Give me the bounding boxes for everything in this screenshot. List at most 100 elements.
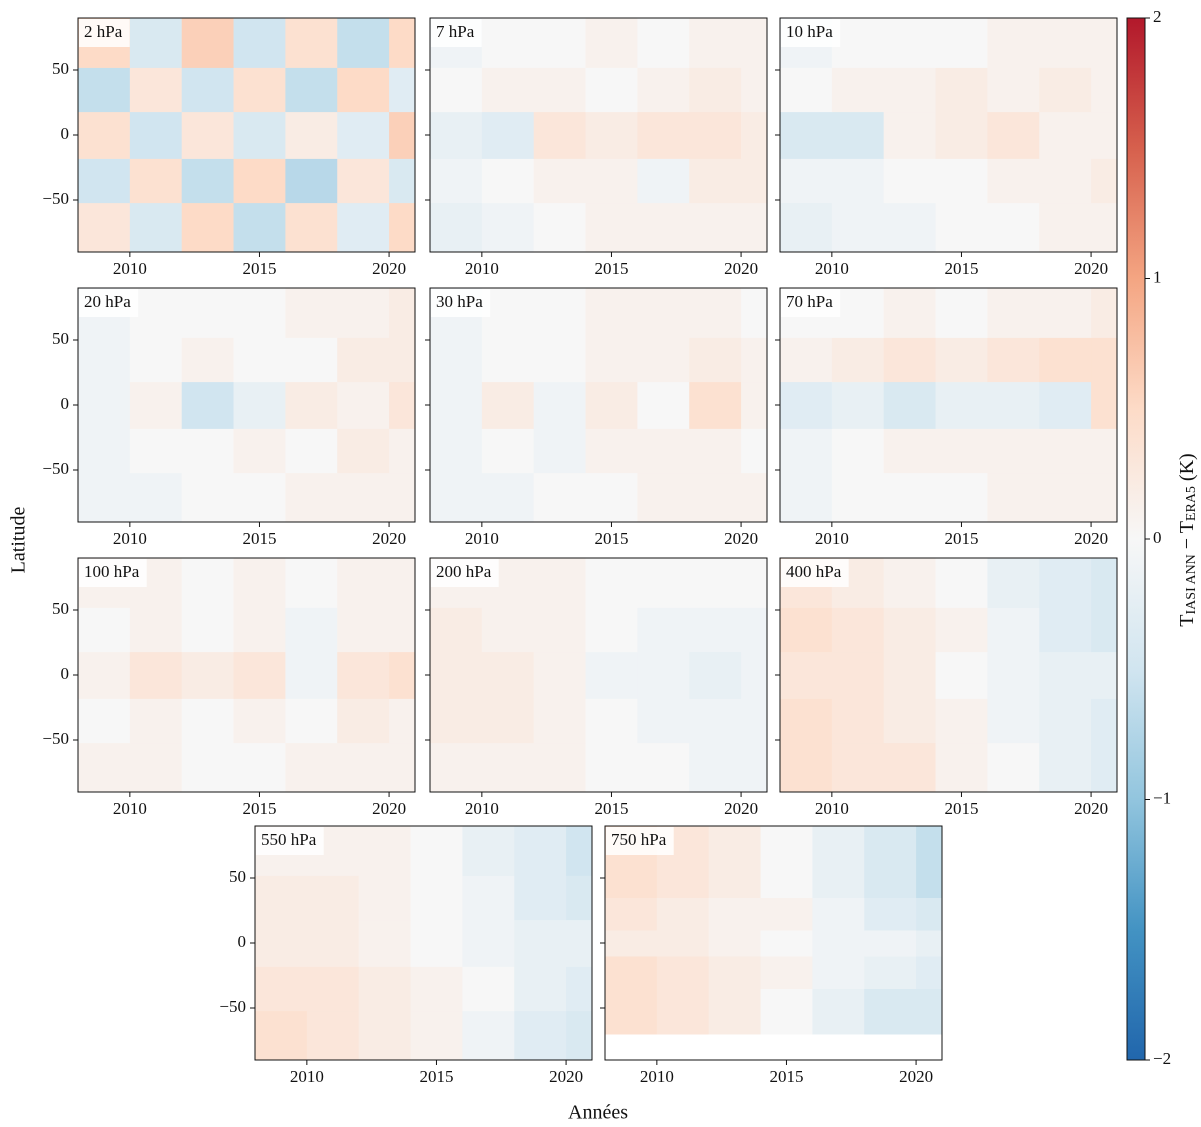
panel-title-bg [781,19,841,47]
heatmap-cell [935,558,988,608]
colorbar-label: TIASI ANN − TERA5 (K) [1176,453,1200,626]
heatmap-cell [337,18,390,68]
heatmap-cell [78,202,131,253]
heatmap-cell [1039,472,1092,523]
panel-title-bg [606,827,674,855]
heatmap-cell [935,698,988,744]
x-tick-label: 2015 [944,259,978,278]
heatmap-cell [78,428,131,474]
y-tick-label: 50 [52,599,69,618]
heatmap-cell [585,472,638,523]
heatmap-cell [337,742,390,793]
x-tick-label: 2020 [724,799,758,818]
heatmap-cell [916,988,943,1035]
heatmap-cell [1039,67,1092,113]
y-axis-label: Latitude [8,507,30,574]
heatmap-cell [864,897,917,931]
heatmap-cell [1039,698,1092,744]
heatmap-cell [780,742,833,793]
panel-title: 400 hPa [786,562,842,581]
heatmap-cell [233,67,286,113]
y-tick-label: 0 [238,932,247,951]
heatmap-cell [358,1010,412,1061]
x-tick-label: 2010 [815,529,849,548]
heatmap-cell [533,158,587,204]
heatmap-cell [337,558,390,608]
heatmap-cell [337,288,390,338]
panel-title: 70 hPa [786,292,833,311]
heatmap-cell [637,428,690,474]
x-tick-label: 2020 [372,259,406,278]
heatmap-cell [481,288,535,338]
heatmap-cell [430,158,483,204]
colorbar-tick-label: 1 [1153,267,1162,286]
heatmap-cell [585,558,638,608]
heatmap-cell [233,742,286,793]
heatmap-cell [935,742,988,793]
heatmap-cell [389,651,416,699]
panel-title: 100 hPa [84,562,140,581]
heatmap-cell [533,111,587,159]
heatmap-cell [533,558,587,608]
heatmap-cell [780,67,833,113]
heatmap-cell [987,428,1040,474]
heatmap-cell [181,428,235,474]
heatmap-cell [831,607,885,653]
heatmap-cell [233,428,286,474]
heatmap-cell [481,428,535,474]
heatmap-cell [566,826,593,876]
heatmap-cell [1091,337,1118,383]
heatmap-cell [181,381,235,429]
heatmap-cell [689,558,742,608]
x-tick-label: 2020 [372,529,406,548]
heatmap-cell [916,826,943,898]
heatmap-cell [935,18,988,68]
heatmap-cell [389,698,416,744]
heatmap-cell [306,919,360,967]
heatmap-cell [129,18,183,68]
panel-title-bg [781,289,841,317]
heatmap-cell [285,18,338,68]
heatmap-cell [987,472,1040,523]
label-sub: ERA5 [1184,486,1199,521]
heatmap-cell [741,742,768,793]
heatmap-cell [337,428,390,474]
heatmap-cell [1091,558,1118,608]
heatmap-cell [1039,428,1092,474]
heatmap-cell [1039,558,1092,608]
heatmap-cell [78,337,131,383]
heatmap-cell [689,742,742,793]
heatmap-cell [741,337,768,383]
heatmap-cell [337,202,390,253]
heatmap-cell [935,337,988,383]
heatmap-cell [831,202,885,253]
heatmap-cell [1091,18,1118,68]
heatmap-cell [935,288,988,338]
heatmap-cell [358,875,412,921]
heatmap-cell [780,158,833,204]
heatmap-cell [389,607,416,653]
heatmap-cell [285,158,338,204]
heatmap-cell [285,337,338,383]
heatmap-cell [812,826,865,898]
heatmap-cell [337,651,390,699]
heatmap-cell [255,875,308,921]
heatmap-cell [566,966,593,1012]
heatmap-cell [430,651,483,699]
heatmap-cell [689,111,742,159]
x-tick-label: 2010 [640,1067,674,1086]
panel-title: 2 hPa [84,22,123,41]
heatmap-cell [462,1010,515,1061]
heatmap-cell [129,111,183,159]
heatmap-cell [181,18,235,68]
heatmap-cell [741,158,768,204]
heatmap-cell [1091,111,1118,159]
heatmap-cell [741,67,768,113]
heatmap-cell [760,897,813,931]
heatmap-cell [1039,288,1092,338]
heatmap-cell [306,1010,360,1061]
x-tick-label: 2015 [594,799,628,818]
heatmap-cell [831,698,885,744]
heatmap-cell [585,202,638,253]
x-tick-label: 2015 [594,529,628,548]
